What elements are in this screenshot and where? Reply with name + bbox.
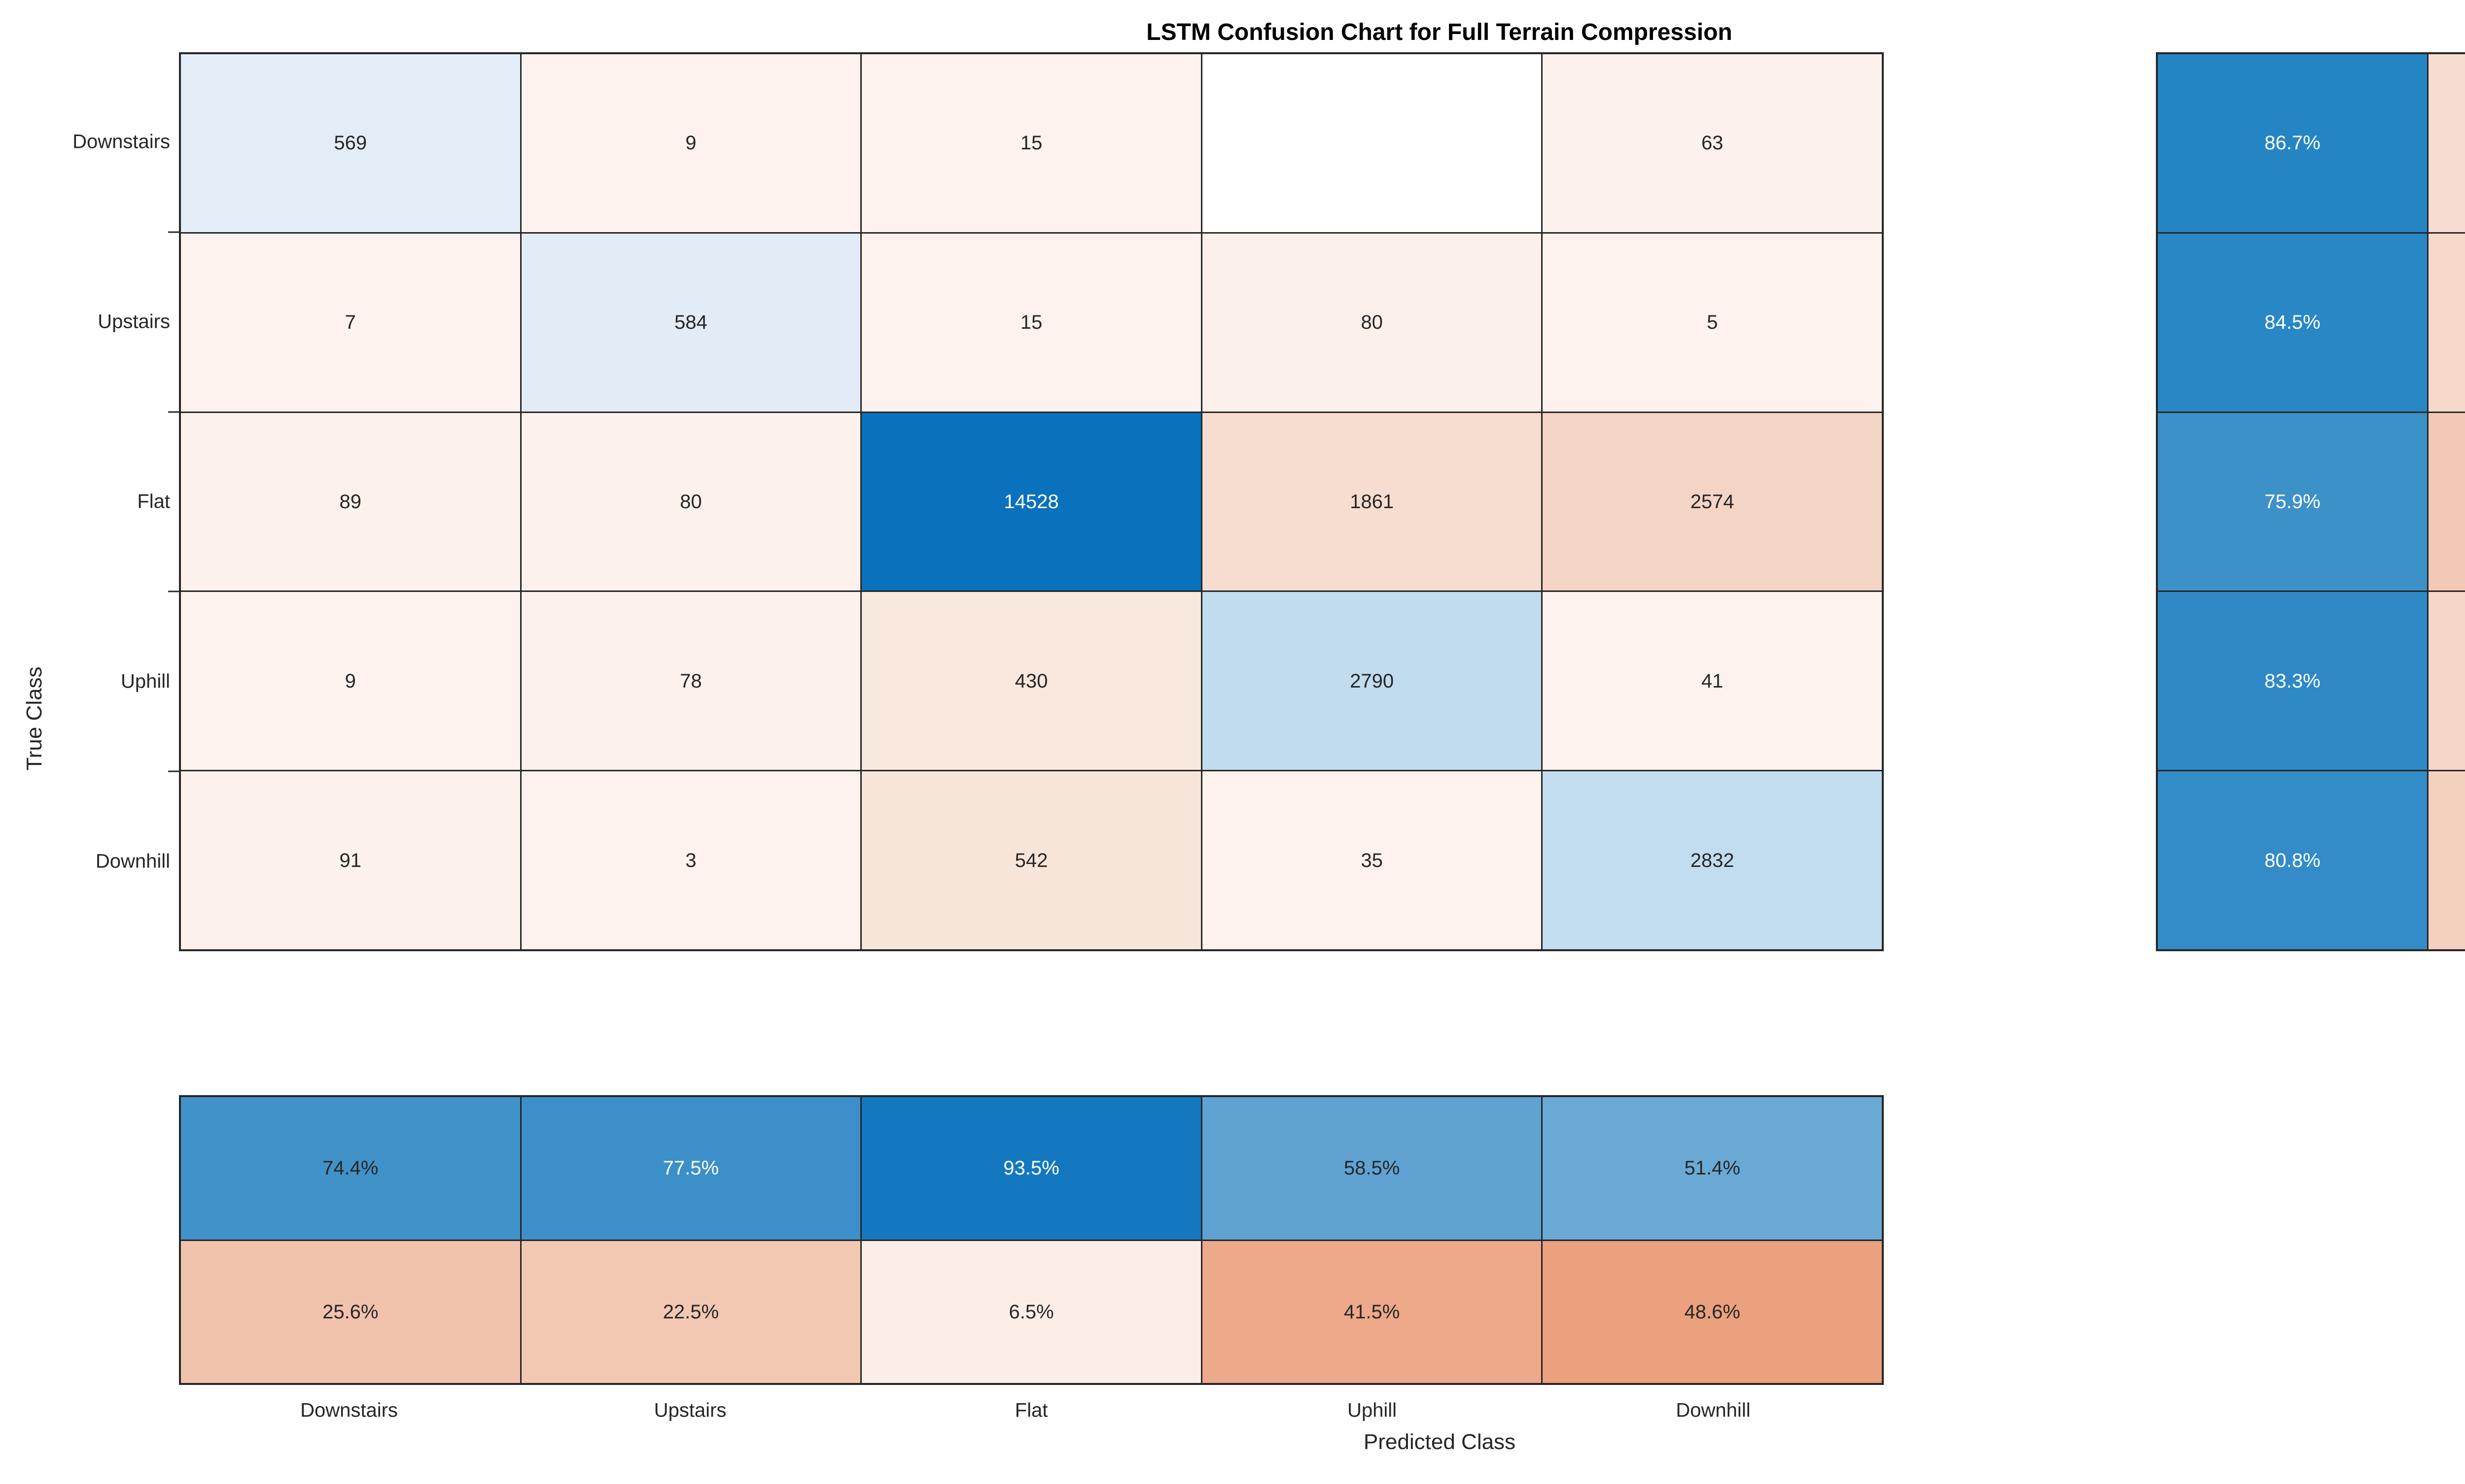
matrix-cell: 35 xyxy=(1202,771,1542,949)
matrix-cell: 15 xyxy=(862,233,1201,412)
y-tick-label-downhill: Downhill xyxy=(95,850,170,872)
column-summary-cell: 22.5% xyxy=(521,1241,861,1383)
matrix-cell: 89 xyxy=(181,413,520,591)
column-summary-cell: 74.4% xyxy=(181,1097,520,1240)
matrix-cell: 80 xyxy=(1202,233,1542,412)
matrix-cell: 41 xyxy=(1543,592,1882,770)
row-summary-cell: 86.7% xyxy=(2158,54,2427,232)
matrix-cell: 14528 xyxy=(862,413,1201,591)
matrix-cell: 1861 xyxy=(1202,413,1542,591)
chart-title: LSTM Confusion Chart for Full Terrain Co… xyxy=(1146,19,1732,45)
column-summary-cell: 25.6% xyxy=(181,1241,520,1383)
matrix-cell: 542 xyxy=(862,771,1201,949)
column-summary-cell: 51.4% xyxy=(1543,1097,1882,1240)
matrix-cell: 5 xyxy=(1543,233,1882,412)
row-summary-cell: 84.5% xyxy=(2158,233,2427,412)
matrix-cell: 15 xyxy=(862,54,1201,232)
x-tick-label-upstairs: Upstairs xyxy=(654,1399,727,1421)
matrix-cell: 2832 xyxy=(1543,771,1882,949)
matrix-cell: 78 xyxy=(521,592,861,770)
matrix-cell xyxy=(1202,54,1542,232)
y-tick-label-uphill: Uphill xyxy=(120,670,170,692)
column-summary-cell: 93.5% xyxy=(862,1097,1201,1240)
column-summary-cell: 48.6% xyxy=(1543,1241,1882,1383)
row-summary-cell: 13.3% xyxy=(2429,54,2465,232)
row-summary-cell: 16.7% xyxy=(2429,592,2465,770)
x-tick-label-downhill: Downhill xyxy=(1676,1399,1751,1421)
matrix-cell: 9 xyxy=(181,592,520,770)
x-tick-label-flat: Flat xyxy=(1015,1399,1048,1421)
x-tick-label-downstairs: Downstairs xyxy=(300,1399,398,1421)
y-axis-tick-mark xyxy=(168,411,179,413)
matrix-cell: 584 xyxy=(521,233,861,412)
matrix-cell: 2574 xyxy=(1543,413,1882,591)
matrix-cell: 569 xyxy=(181,54,520,232)
x-tick-label-uphill: Uphill xyxy=(1347,1399,1397,1421)
y-axis-tick-mark xyxy=(168,231,179,233)
matrix-cell: 80 xyxy=(521,413,861,591)
column-summary-cell: 77.5% xyxy=(521,1097,861,1240)
matrix-cell: 9 xyxy=(521,54,861,232)
y-axis-tick-mark xyxy=(168,770,179,772)
y-axis-label: True Class xyxy=(22,666,46,771)
matrix-cell: 91 xyxy=(181,771,520,949)
column-summary-grid: 74.4% 77.5% 93.5% 58.5% 51.4% 25.6% 22.5% 6.5% 4… xyxy=(179,1095,1884,1385)
matrix-cell: 7 xyxy=(181,233,520,412)
y-tick-label-downstairs: Downstairs xyxy=(72,131,170,153)
y-axis-tick-mark xyxy=(168,590,179,592)
matrix-cell: 2790 xyxy=(1202,592,1542,770)
confusion-matrix-grid: 569 9 15 63 7 584 15 80 5 89 80 14528 1861 2574 9 78 430… xyxy=(179,52,1884,951)
row-summary-cell: 80.8% xyxy=(2158,771,2427,949)
column-summary-cell: 6.5% xyxy=(862,1241,1201,1383)
matrix-cell: 3 xyxy=(521,771,861,949)
row-summary-cell: 24.1% xyxy=(2429,413,2465,591)
row-summary-cell: 19.2% xyxy=(2429,771,2465,949)
y-tick-label-upstairs: Upstairs xyxy=(98,311,170,333)
column-summary-cell: 58.5% xyxy=(1202,1097,1542,1240)
y-tick-label-flat: Flat xyxy=(137,490,170,513)
row-summary-cell: 83.3% xyxy=(2158,592,2427,770)
row-summary-cell: 15.5% xyxy=(2429,233,2465,412)
row-summary-cell: 75.9% xyxy=(2158,413,2427,591)
row-summary-grid: 86.7%13.3%84.5%15.5%75.9%24.1%83.3%16.7%… xyxy=(2156,52,2465,951)
matrix-cell: 430 xyxy=(862,592,1201,770)
x-axis-label: Predicted Class xyxy=(1363,1430,1516,1454)
matrix-cell: 63 xyxy=(1543,54,1882,232)
column-summary-cell: 41.5% xyxy=(1202,1241,1542,1383)
